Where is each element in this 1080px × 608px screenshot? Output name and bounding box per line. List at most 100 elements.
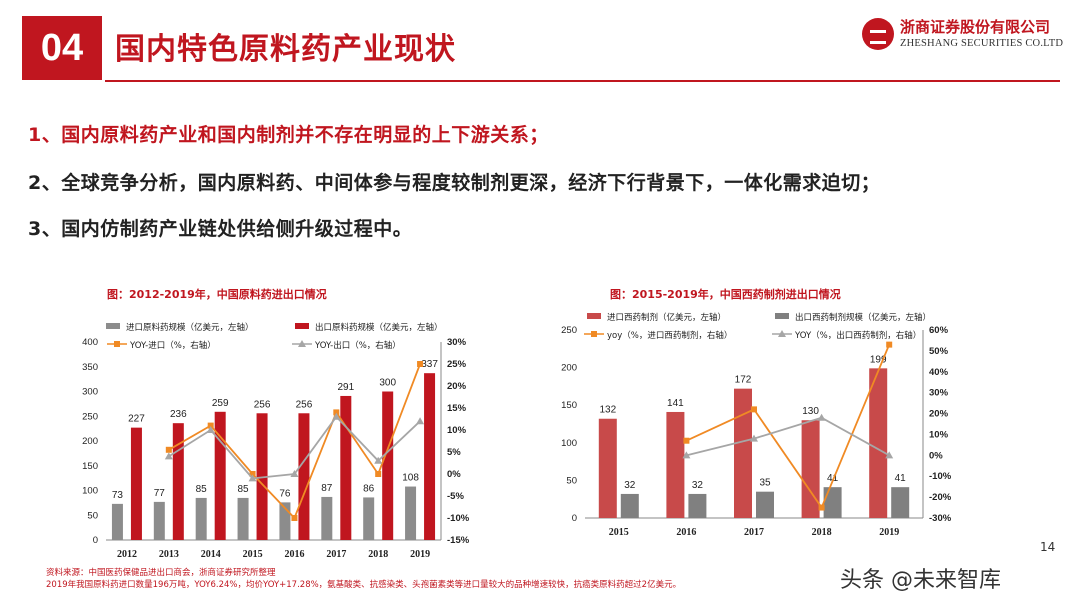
y-left-tick-label: 0 <box>572 513 577 524</box>
footnote: 2019年我国原料药进口数量196万吨，YOY6.24%，均价YOY+17.28… <box>46 580 682 590</box>
bar <box>363 497 375 540</box>
bar <box>891 487 910 518</box>
y-right-tick-label: -5% <box>447 491 464 502</box>
logo-mark-icon <box>862 18 894 50</box>
x-tick-label: 2017 <box>744 527 764 538</box>
bar-value-label: 300 <box>379 378 396 389</box>
section-number-badge: 04 <box>22 16 102 80</box>
yoy-point <box>886 341 893 348</box>
bar <box>598 418 617 518</box>
bar-value-label: 77 <box>154 488 166 499</box>
bar-value-label: 256 <box>254 399 271 410</box>
bar-value-label: 85 <box>238 484 250 495</box>
bar-value-label: 130 <box>802 406 819 417</box>
y-right-tick-label: -10% <box>929 471 952 482</box>
bar-value-label: 256 <box>296 399 313 410</box>
yoy-point <box>249 471 256 477</box>
bar-value-label: 35 <box>759 478 771 489</box>
bar-value-label: 199 <box>870 354 887 365</box>
yoy-point <box>885 451 894 459</box>
chart-title-api: 图：2012-2019年，中国原料药进出口情况 <box>107 288 327 301</box>
y-right-tick-label: 30% <box>929 388 949 399</box>
yoy-point <box>333 409 340 416</box>
y-right-tick-label: 25% <box>447 359 467 370</box>
x-tick-label: 2019 <box>410 549 430 560</box>
bar-value-label: 132 <box>599 405 616 416</box>
y-left-tick-label: 350 <box>82 362 98 373</box>
legend-label: 出口西药制剂规模（亿美元，左轴） <box>795 312 931 323</box>
yoy-point <box>164 452 173 460</box>
y-right-tick-label: -30% <box>929 513 952 524</box>
bar-value-label: 41 <box>895 473 907 484</box>
yoy-point <box>291 515 298 521</box>
y-left-tick-label: 100 <box>82 486 98 497</box>
bar <box>153 501 165 540</box>
company-name-en: ZHESHANG SECURITIES CO.LTD <box>900 38 1064 49</box>
y-left-tick-label: 400 <box>82 337 98 348</box>
y-right-tick-label: 60% <box>929 325 949 336</box>
bar-value-label: 73 <box>112 490 124 501</box>
bar-value-label: 108 <box>402 473 419 484</box>
legend-swatch <box>775 313 789 319</box>
y-left-tick-label: 150 <box>82 461 98 472</box>
yoy-point <box>751 406 757 413</box>
yoy-point <box>818 504 825 511</box>
yoy-line <box>686 416 890 457</box>
yoy-point <box>417 361 424 367</box>
bar-value-label: 291 <box>337 382 354 393</box>
y-right-tick-label: 50% <box>929 346 949 357</box>
y-right-tick-label: 10% <box>929 429 949 440</box>
yoy-point <box>374 456 383 464</box>
legend-label: 进口西药制剂（亿美元，左轴） <box>607 312 726 323</box>
legend-swatch <box>587 313 601 319</box>
bar <box>279 502 291 540</box>
legend-marker <box>298 340 306 347</box>
y-left-tick-label: 150 <box>561 400 577 411</box>
y-right-tick-label: 40% <box>929 367 949 378</box>
y-left-tick-label: 50 <box>566 475 577 486</box>
key-point-3: 3、国内仿制药产业链处供给侧升级过程中。 <box>28 218 413 240</box>
yoy-point <box>683 437 690 444</box>
bar-value-label: 141 <box>667 398 684 409</box>
bar <box>321 496 333 540</box>
legend-label: YOY-出口（%，右轴） <box>314 340 401 351</box>
bar <box>734 388 752 518</box>
legend-marker <box>114 341 120 347</box>
y-left-tick-label: 200 <box>82 436 98 447</box>
chart-title-formulation: 图：2015-2019年，中国西药制剂进出口情况 <box>610 288 841 301</box>
page-number: 14 <box>1040 540 1056 554</box>
y-left-tick-label: 0 <box>93 535 98 546</box>
bar <box>620 493 639 518</box>
bar-value-label: 337 <box>421 359 438 370</box>
legend-label: YOY（%，出口西药制剂，右轴） <box>794 330 921 341</box>
y-left-tick-label: 100 <box>561 438 577 449</box>
key-point-1: 1、国内原料药产业和国内制剂并不存在明显的上下游关系； <box>28 124 549 146</box>
bar <box>214 411 226 540</box>
bar <box>688 493 707 518</box>
company-logo: 浙商证券股份有限公司 ZHESHANG SECURITIES CO.LTD <box>862 14 1064 60</box>
x-tick-label: 2012 <box>117 549 137 560</box>
yoy-point <box>332 412 341 420</box>
y-right-tick-label: 15% <box>447 403 467 414</box>
bar <box>869 368 888 518</box>
y-right-tick-label: -15% <box>447 535 470 546</box>
bar <box>298 413 310 540</box>
yoy-point <box>375 471 382 477</box>
bar <box>382 391 394 540</box>
bar-value-label: 85 <box>196 484 208 495</box>
x-tick-label: 2016 <box>676 527 696 538</box>
y-right-tick-label: -10% <box>447 513 470 524</box>
bar-value-label: 236 <box>170 409 187 420</box>
yoy-point <box>290 470 299 477</box>
yoy-point <box>817 413 826 421</box>
bar <box>801 420 820 518</box>
y-right-tick-label: 30% <box>447 337 467 348</box>
bar-value-label: 32 <box>692 480 704 491</box>
legend-label: yoy（%，进口西药制剂，右轴） <box>607 330 732 341</box>
x-tick-label: 2016 <box>284 549 304 560</box>
x-tick-label: 2013 <box>159 549 179 560</box>
bar <box>666 411 685 518</box>
yoy-point <box>750 434 758 442</box>
bar <box>405 486 417 540</box>
x-tick-label: 2019 <box>879 527 899 538</box>
